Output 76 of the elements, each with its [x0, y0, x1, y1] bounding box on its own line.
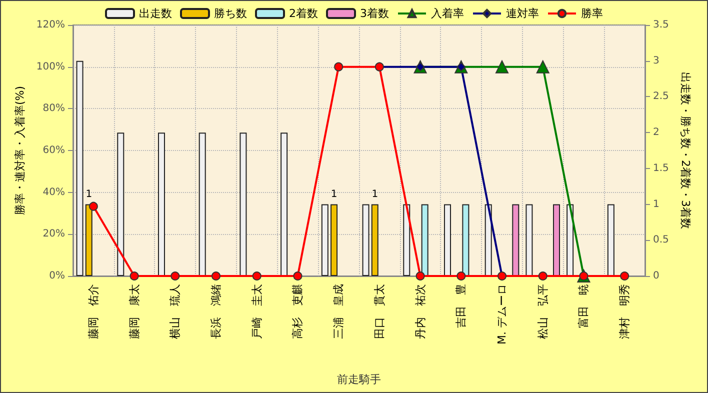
- y-tick-label: 40%: [42, 186, 65, 198]
- point: [456, 272, 466, 280]
- x-tick-label: 横山 琉人: [168, 284, 182, 339]
- bar: [198, 132, 206, 276]
- y2-tick-label: 0.5: [653, 234, 669, 246]
- point: [334, 62, 344, 72]
- legend-label: 勝ち数: [214, 7, 247, 20]
- bar: [158, 132, 165, 276]
- y2-axis-title: 出走数・勝ち数・2着数・3着数: [678, 72, 692, 229]
- point: [496, 60, 508, 74]
- legend-label: 出走数: [139, 7, 172, 20]
- bar: [330, 204, 338, 276]
- bar: [371, 204, 378, 276]
- point: [293, 272, 302, 280]
- x-tick-label: 津村 明秀: [618, 284, 632, 339]
- legend-label: 2着数: [289, 7, 318, 20]
- point: [88, 202, 98, 211]
- x-tick-label: 松山 弘平: [536, 284, 550, 339]
- point: [170, 272, 180, 280]
- y-tick-label: 0%: [49, 270, 65, 282]
- bar: [444, 204, 451, 276]
- bar: [421, 204, 428, 276]
- point: [252, 272, 262, 280]
- y2-tick-label: 1: [653, 198, 660, 210]
- x-tick-label: 丹内 祐次: [414, 284, 427, 339]
- point: [536, 60, 550, 74]
- bar: [607, 204, 614, 276]
- data-label: 1: [86, 188, 92, 200]
- bar: [117, 132, 124, 276]
- y-tick-label: 120%: [36, 20, 65, 30]
- y-tick-label: 80%: [42, 103, 65, 114]
- x-tick-label: 藤岡 佑介: [86, 284, 100, 339]
- bar: [362, 204, 370, 276]
- y-tick-label: 60%: [42, 145, 65, 156]
- x-tick-label: 三浦 皇成: [332, 284, 346, 339]
- y2-tick-label: 0: [653, 270, 660, 282]
- bar: [240, 132, 247, 276]
- y-tick-label: 100%: [36, 61, 65, 72]
- point: [620, 272, 630, 280]
- point: [212, 272, 220, 280]
- bar: [321, 204, 328, 276]
- x-tick-label: 藤岡 康太: [128, 284, 141, 339]
- bar: [462, 204, 470, 276]
- x-tick-label: 吉田 豊: [454, 284, 468, 328]
- y-tick-label: 20%: [42, 228, 65, 240]
- bar: [512, 204, 520, 276]
- bar: [566, 204, 574, 276]
- data-label: 1: [330, 188, 338, 200]
- point: [538, 272, 548, 280]
- y2-tick-label: 1.5: [653, 162, 669, 174]
- bar: [526, 204, 533, 276]
- bar: [484, 204, 492, 276]
- legend-label: 入着率: [431, 7, 464, 20]
- point: [130, 272, 139, 280]
- legend-label: 3着数: [360, 7, 389, 20]
- point: [416, 272, 425, 280]
- x-tick-label: 戸崎 圭太: [250, 284, 264, 339]
- bar: [403, 204, 410, 276]
- y2-tick-label: 2.5: [653, 91, 669, 102]
- bar: [76, 60, 84, 276]
- y2-tick-label: 3: [653, 55, 660, 66]
- legend-label: 勝率: [581, 7, 603, 20]
- x-tick-label: 富田 暁: [577, 284, 590, 328]
- y2-tick-label: 2: [653, 127, 660, 138]
- data-label: 1: [372, 188, 378, 200]
- x-tick-label: M. デムーロ: [496, 284, 508, 344]
- bar: [553, 204, 560, 276]
- x-tick-label: 田口 貫太: [372, 284, 386, 339]
- x-tick-label: 高杉 吏麒: [291, 284, 304, 339]
- legend-label: 連対率: [506, 7, 539, 20]
- x-tick-label: 長浜 鴻緒: [210, 284, 222, 339]
- y-axis-title: 勝率・連対率・入着率(%): [14, 86, 27, 216]
- bar: [85, 204, 92, 276]
- y2-tick-label: 3.5: [653, 20, 669, 30]
- bar: [280, 132, 288, 276]
- x-axis-title: 前走騎手: [337, 373, 381, 386]
